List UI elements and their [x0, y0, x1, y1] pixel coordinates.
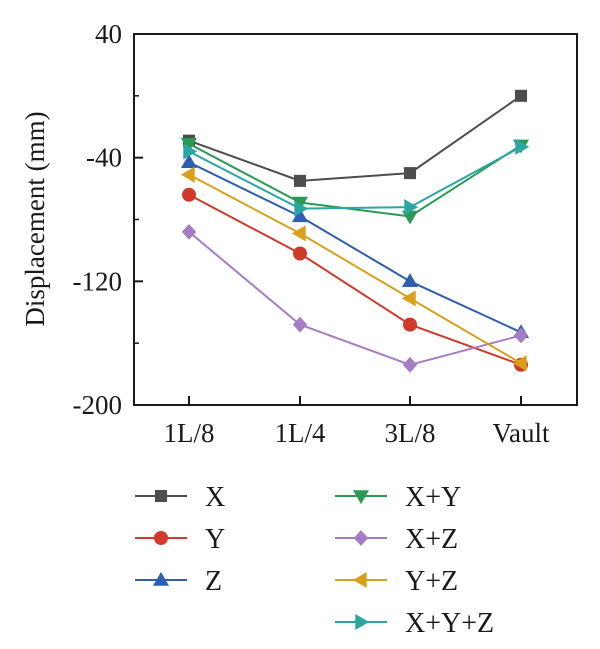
data-point-x-plus-y-plus-z	[404, 199, 419, 216]
legend-item-x: X	[135, 482, 225, 513]
x-tick-label: 1L/8	[164, 418, 215, 448]
data-point-x-plus-y-plus-z	[294, 200, 309, 217]
y-tick-label: 40	[95, 19, 122, 49]
y-axis: 40 -40 -120 -200	[73, 19, 143, 420]
data-point-x-plus-z	[513, 327, 529, 344]
data-point-y-plus-z	[512, 355, 527, 372]
y-tick-label: -200	[73, 390, 123, 420]
series-x-plus-z	[181, 223, 529, 373]
legend-label: X+Y+Z	[405, 608, 494, 639]
legend-label: Z	[205, 566, 222, 597]
legend-marker	[352, 490, 370, 505]
legend-item-y-plus-z: Y+Z	[335, 566, 458, 597]
y-axis-label: Displacement (mm)	[20, 111, 50, 326]
legend-marker	[152, 571, 170, 586]
legend-label: X	[205, 482, 225, 513]
legend-item-x-plus-y-plus-z: X+Y+Z	[335, 608, 494, 639]
data-point-y-plus-z	[291, 225, 306, 242]
data-point-y	[293, 246, 307, 261]
series-line-y-plus-z	[188, 173, 522, 365]
data-point-x	[514, 89, 528, 102]
data-point-x	[403, 167, 417, 180]
series-line-x-plus-z	[188, 231, 522, 366]
legend-item-x-plus-z: X+Z	[335, 524, 458, 555]
series-layer	[180, 89, 530, 373]
data-point-x-plus-y-plus-z	[515, 138, 530, 155]
x-tick-label: 3L/8	[385, 418, 436, 448]
data-point-x	[293, 174, 307, 187]
series-x-plus-y-plus-z	[183, 138, 530, 217]
x-tick-label: Vault	[493, 418, 550, 448]
series-line-z	[188, 161, 522, 334]
series-line-x-plus-y-plus-z	[188, 145, 522, 210]
series-line-y	[188, 193, 522, 366]
data-point-x-plus-z	[292, 316, 308, 333]
y-tick-label: -120	[73, 266, 123, 296]
series-y-plus-z	[180, 166, 527, 372]
data-point-x-plus-z	[402, 356, 418, 373]
legend-item-x-plus-y: X+Y	[335, 482, 461, 513]
data-point-y-plus-z	[180, 166, 195, 183]
legend-label: Y	[205, 524, 225, 555]
data-point-z	[401, 273, 419, 288]
legend-marker	[154, 489, 168, 503]
x-axis: 1L/8 1L/4 3L/8 Vault	[164, 396, 550, 448]
data-point-y-plus-z	[401, 290, 416, 307]
data-point-y	[182, 187, 196, 202]
data-point-y	[403, 317, 417, 332]
y-tick-label: -40	[86, 143, 122, 173]
legend-label: Y+Z	[405, 566, 458, 597]
plot-frame	[133, 33, 578, 406]
legend: XYZ X+Y X+Z Y+Z X+Y+Z	[135, 482, 494, 639]
legend-label: X+Z	[405, 524, 458, 555]
series-line-x-plus-y	[188, 142, 522, 218]
legend-label: X+Y	[405, 482, 461, 513]
data-point-z	[180, 154, 198, 169]
legend-marker	[352, 571, 367, 589]
series-x-plus-y	[180, 138, 530, 225]
legend-marker	[355, 613, 370, 631]
data-point-x-plus-z	[181, 223, 197, 240]
series-z	[180, 154, 530, 339]
legend-marker	[353, 530, 369, 546]
legend-item-y: Y	[135, 524, 225, 555]
legend-item-z: Z	[135, 566, 222, 597]
series-line-x	[188, 95, 522, 182]
legend-marker	[154, 531, 168, 545]
x-tick-label: 1L/4	[275, 418, 326, 448]
data-point-x-plus-y-plus-z	[183, 143, 198, 160]
